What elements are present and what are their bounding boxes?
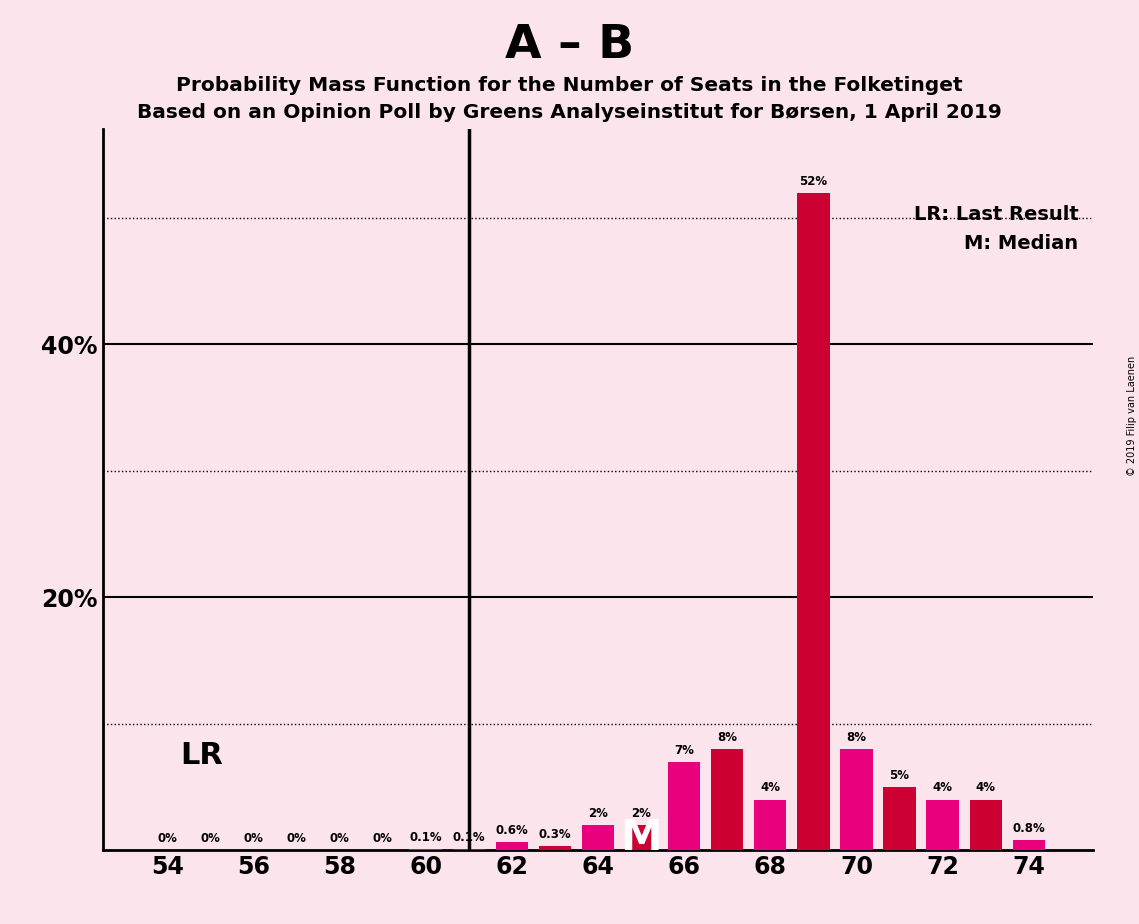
Text: M: M: [621, 817, 662, 859]
Text: 0%: 0%: [200, 832, 220, 845]
Text: 4%: 4%: [933, 782, 952, 795]
Bar: [1013, 840, 1044, 850]
Text: 4%: 4%: [761, 782, 780, 795]
Text: 2%: 2%: [588, 807, 608, 820]
Bar: [667, 761, 700, 850]
Text: 0%: 0%: [286, 832, 306, 845]
Bar: [582, 825, 614, 850]
Text: 8%: 8%: [846, 731, 867, 744]
Text: 0.8%: 0.8%: [1013, 822, 1046, 835]
Text: 0%: 0%: [329, 832, 350, 845]
Text: Based on an Opinion Poll by Greens Analyseinstitut for Børsen, 1 April 2019: Based on an Opinion Poll by Greens Analy…: [137, 103, 1002, 123]
Text: 0.6%: 0.6%: [495, 824, 528, 837]
Bar: [754, 799, 786, 850]
Bar: [711, 749, 744, 850]
Text: M: Median: M: Median: [965, 234, 1079, 253]
Text: 52%: 52%: [800, 175, 827, 188]
Bar: [884, 787, 916, 850]
Text: 0%: 0%: [157, 832, 177, 845]
Text: LR: LR: [180, 741, 223, 770]
Text: LR: Last Result: LR: Last Result: [913, 205, 1079, 224]
Text: 0.1%: 0.1%: [409, 831, 442, 844]
Bar: [797, 192, 829, 850]
Text: 7%: 7%: [674, 744, 694, 757]
Bar: [452, 849, 485, 850]
Bar: [539, 846, 571, 850]
Bar: [841, 749, 872, 850]
Text: 4%: 4%: [976, 782, 995, 795]
Text: 2%: 2%: [631, 807, 652, 820]
Bar: [495, 843, 528, 850]
Text: 8%: 8%: [718, 731, 737, 744]
Text: 0.3%: 0.3%: [539, 828, 571, 841]
Bar: [625, 825, 657, 850]
Text: 0%: 0%: [244, 832, 263, 845]
Bar: [926, 799, 959, 850]
Text: A – B: A – B: [505, 23, 634, 68]
Bar: [969, 799, 1002, 850]
Bar: [410, 849, 442, 850]
Text: © 2019 Filip van Laenen: © 2019 Filip van Laenen: [1126, 356, 1137, 476]
Text: 0.1%: 0.1%: [452, 831, 485, 844]
Text: 0%: 0%: [372, 832, 393, 845]
Text: 5%: 5%: [890, 769, 910, 782]
Text: Probability Mass Function for the Number of Seats in the Folketinget: Probability Mass Function for the Number…: [177, 76, 962, 95]
